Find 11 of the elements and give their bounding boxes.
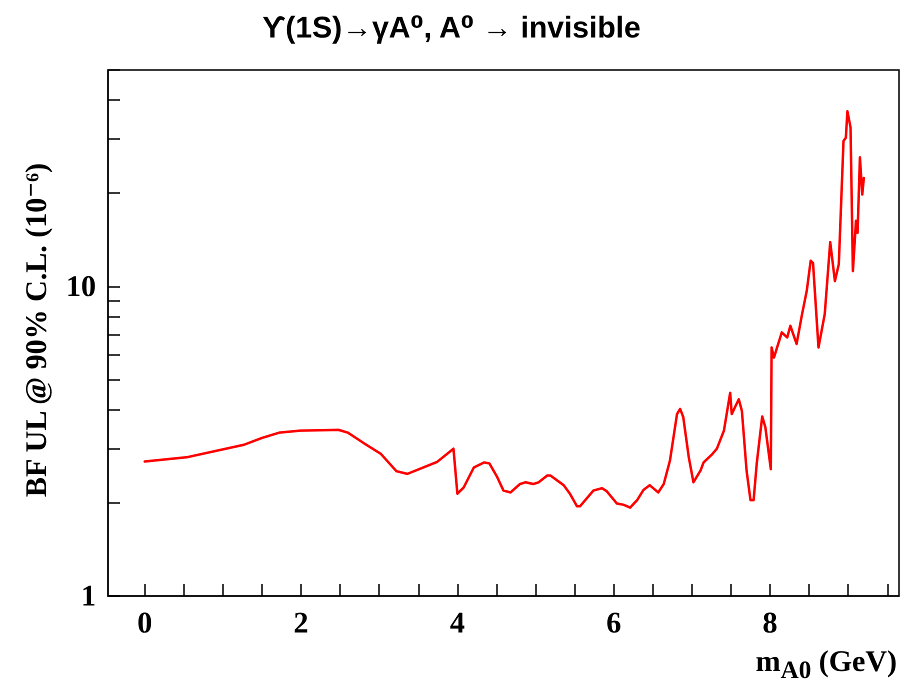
chart-title: ϒ(1S)→γA⁰, A⁰ → invisible (262, 12, 641, 44)
x-tick-label: 0 (137, 606, 152, 640)
x-tick-label: 4 (450, 606, 465, 640)
x-tick-label: 6 (606, 606, 622, 640)
x-axis-title: m$_{A0}$ (GeV) (756, 645, 897, 684)
y-tick-label: 1 (81, 580, 96, 612)
x-tick-label: 2 (294, 606, 309, 640)
y-axis-title: BF UL @ 90% C.L. (10⁻⁶) (20, 162, 53, 498)
line-series (143, 110, 866, 509)
y-tick-label: 10 (66, 270, 96, 303)
x-tick-label: 8 (762, 606, 778, 640)
